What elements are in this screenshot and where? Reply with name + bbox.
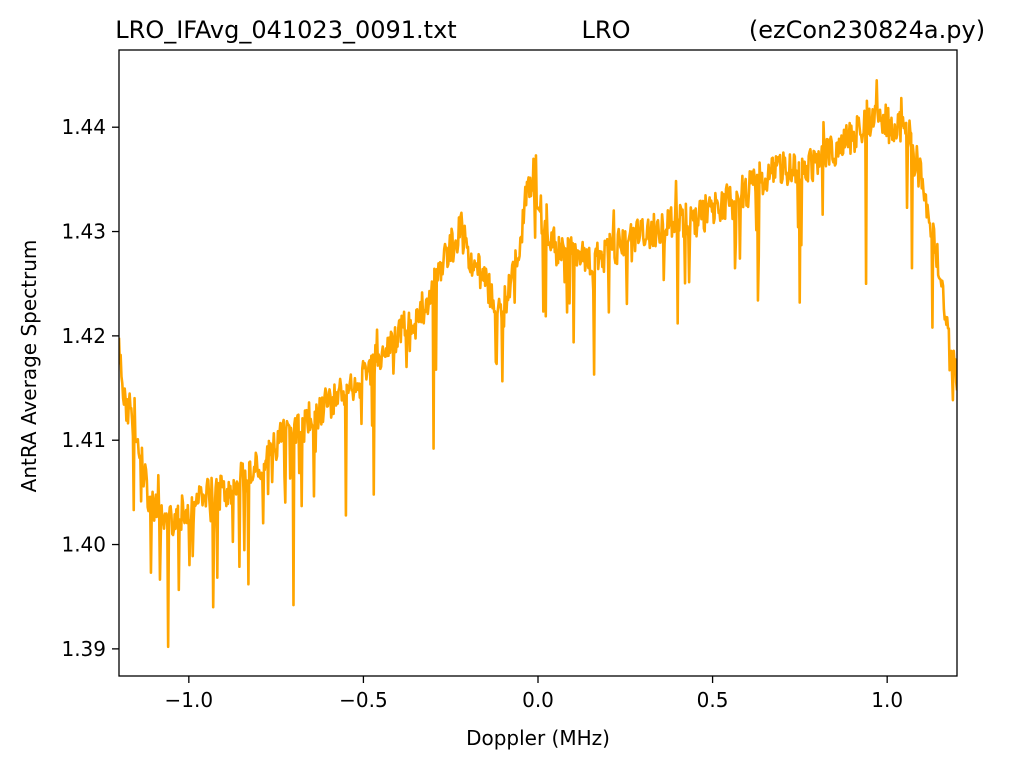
chart-title-left: LRO_IFAvg_041023_0091.txt xyxy=(115,16,456,44)
y-tick-label: 1.41 xyxy=(61,428,106,452)
y-tick-label: 1.40 xyxy=(61,533,106,557)
y-axis-label: AntRA Average Spectrum xyxy=(17,240,41,493)
x-axis-label: Doppler (MHz) xyxy=(466,726,610,750)
y-tick-label: 1.39 xyxy=(61,637,106,661)
y-tick-label: 1.44 xyxy=(61,115,106,139)
y-tick-label: 1.43 xyxy=(61,220,106,244)
axis-ticks: −1.0 −0.5 0.0 0.5 1.0 1.39 1.40 1.41 1.42 1.43 1.4… xyxy=(61,115,903,712)
x-tick-label: 1.0 xyxy=(871,688,903,712)
x-tick-label: 0.5 xyxy=(697,688,729,712)
x-tick-label: −1.0 xyxy=(165,688,214,712)
chart-title-center: LRO xyxy=(582,16,631,44)
chart-title-right: (ezCon230824a.py) xyxy=(749,16,985,44)
x-tick-label: 0.0 xyxy=(522,688,554,712)
series-line xyxy=(119,78,957,649)
x-tick-label: −0.5 xyxy=(339,688,388,712)
y-tick-label: 1.42 xyxy=(61,324,106,348)
